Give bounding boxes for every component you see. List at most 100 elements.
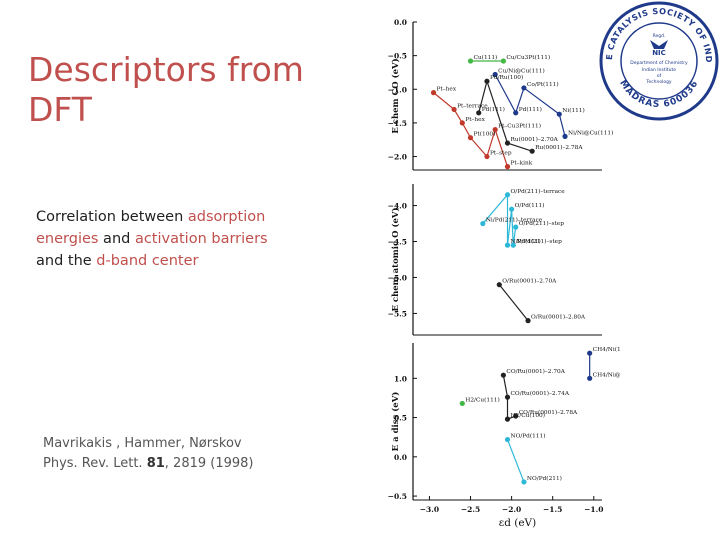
citation-volume: 81 [146,456,165,471]
data-point-label: Pt(100) [474,131,496,138]
data-point-label: Ni/Ni@Cu(111) [568,129,613,136]
x-tick-label: −2.5 [461,505,480,514]
data-point [562,133,568,139]
seal-regd: Regd. [653,33,666,39]
series-trend-line [478,79,533,152]
highlight-d-band: d-band center [96,253,199,269]
data-point [430,90,437,96]
data-point [529,148,535,154]
data-point-label: Pt–Cu3Pt(111) [498,123,541,130]
data-point-label: Pd/Ru(100) [490,74,523,81]
y-tick-label: −5.5 [388,309,407,318]
data-point [467,135,474,141]
data-point [504,242,511,248]
data-point-label: Co/Pt(111) [527,81,559,88]
data-point-label: Pt–hex [437,87,457,93]
y-tick-label: 0.0 [394,18,407,27]
y-tick-label: −0.5 [388,492,407,501]
y-tick-label: −1.0 [388,85,407,94]
x-axis-label: εd (eV) [499,517,537,529]
x-tick-label: −1.0 [584,505,603,514]
slide-title: Descriptors from DFT [28,50,304,129]
data-point [451,106,457,113]
seal-emblem-icon [650,40,668,49]
data-point [504,192,511,198]
data-point-label: Ru(0001)–2.70A [511,136,559,143]
citation-pages: , 2819 (1998) [164,456,254,471]
seal-nic: NIC [652,49,666,57]
series-trend-line [498,284,529,321]
data-point-label: Pt–step [490,151,512,157]
x-tick-label: −1.5 [543,505,562,514]
data-point-label: Cu(111) [474,54,498,61]
y-tick-label: −1.5 [388,119,407,128]
x-tick-label: −2.0 [502,505,521,514]
panel-bottom-y-label: E a diss (eV) [390,392,401,452]
data-point-label: Ru(0001)–2.78A [535,144,583,151]
data-point [587,375,593,381]
y-tick-label: −0.5 [388,52,407,61]
citation-journal-line: Phys. Rev. Lett. 81, 2819 (1998) [43,454,303,474]
seal-dept: Department of Chemistry [630,60,688,66]
data-point [504,164,511,170]
data-point [504,140,511,146]
data-point-label: CO/Ru(0001)–2.74A [511,390,570,397]
data-point [480,220,486,227]
data-point [492,71,498,78]
data-point [513,224,519,230]
data-point-label: H2/Cu(111) [465,396,499,403]
data-point-label: NO/Pd(111) [511,433,546,440]
data-point [504,436,511,443]
data-point [484,153,490,160]
catalysis-society-seal: THE CATALYSIS SOCIETY OF INDIA MADRAS 60… [598,0,719,121]
y-tick-label: −4.5 [388,238,407,247]
data-point-label: O/Ru(0001)–2.80A [531,314,586,321]
data-point-label: O/Pd(111) [515,202,545,209]
data-point [467,58,474,64]
data-point-label: NO/Pd(211) [527,475,562,482]
data-point [500,372,506,378]
y-tick-label: −2.0 [388,153,407,162]
citation-journal: Phys. Rev. Lett. [43,456,147,471]
y-tick-label: 0.5 [394,414,407,423]
data-point-label: Pt–kink [511,161,533,167]
description-text-3: and the [36,253,97,269]
data-point [459,120,465,126]
data-point-label: Ni/Pd(211)–terrace [486,217,543,224]
data-point-label: N/Pd(211)–step [516,238,562,245]
highlight-adsorption: adsorption energies [36,209,266,247]
data-point [513,110,519,116]
highlight-activation: activation barriers [134,231,268,247]
data-point-label: Pt–terrace [457,103,488,109]
data-point-label: Cu/Cu3Pt(111) [506,54,550,61]
data-point-label: CH4/Ni(111) [593,346,620,353]
series-trend-line [506,439,525,483]
data-point-label: Ni(111) [562,107,585,114]
series-trend-line [482,193,517,246]
data-point [587,350,593,356]
series-trend-line [502,375,516,421]
data-point [492,127,498,133]
seal-institute: Indian Institute [642,67,676,73]
data-point [513,413,519,419]
panel-top-y-label: E chem CO (eV) [390,58,401,133]
data-point [521,85,527,91]
data-point-label: N/Pd(111) [511,238,541,245]
x-tick-label: −3.0 [420,505,439,514]
data-point [496,282,502,288]
data-point-label: CO/Ru(0001)–2.70A [506,368,565,375]
data-point-label: H2/Cu(100) [511,412,545,419]
data-point-label: O/Pd(211)–step [519,220,565,227]
y-tick-label: 1.0 [394,374,407,383]
panel-middle-y-label: E chem atomic O (eV) [390,207,401,311]
data-point-label: Pt–hex [465,117,485,123]
data-point-label: Cu/Ni@Cu(111) [498,67,545,74]
data-point [504,416,511,422]
seal-of: of [657,73,662,79]
description-text-1: Correlation between [36,209,188,225]
seal-technology: Technology [645,79,672,85]
y-tick-label: 0.0 [394,453,407,462]
data-point-label: CO/Ru(0001)–2.78A [519,409,578,416]
data-point [510,242,516,248]
dft-correlation-figure: 0.0 −0.5 −1.0 −1.5 −2.0 E chem CO (eV) Cu(111)… [388,18,620,529]
